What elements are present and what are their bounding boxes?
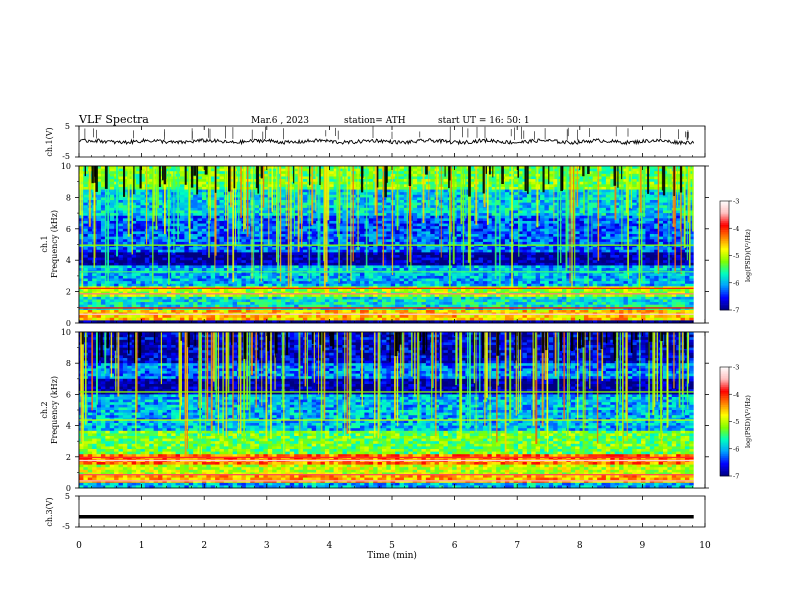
time-axis-tick: 6 [452,541,458,551]
ch1-trace [75,125,695,158]
time-axis: 0 1 2 3 4 5 6 7 8 9 10 [76,126,711,551]
ch3-ytick-top: 5 [65,492,70,501]
spectrogram-ytick: 6 [66,225,71,234]
colorbar-label: log(PSD)(V²/Hz) [744,395,752,448]
spectrogram-ytick: 0 [66,319,71,328]
time-axis-label: Time (min) [367,550,417,561]
spectrogram-ytick: 8 [66,193,71,202]
colorbar-tick: -3 [733,364,739,372]
colorbar-tick: -5 [733,252,739,260]
date-label: Mar.6 , 2023 [251,116,309,126]
ch3-trace [75,495,694,528]
time-axis-tick: 4 [327,541,333,551]
station-label: station= ATH [344,116,406,126]
spectrogram-ytick: 2 [66,453,71,462]
ch2-spectrogram-image [78,331,706,489]
voltage-line [78,137,695,146]
spectrogram-ytick: 4 [66,256,71,265]
ch2-colorbar: -3 -4 -5 -6 -7 log(PSD)(V²/Hz) [719,364,752,481]
colorbar-tick: -7 [733,473,739,481]
ch1-voltage-panel: 5 -5 ch.1(V) [45,122,706,161]
ch3-voltage-panel: 5 -5 ch.3(V) 0 1 2 3 4 5 6 7 8 9 10 Time (min) [45,126,711,561]
ch1-spectrogram-image [78,165,706,324]
spectrogram-ytick: 6 [66,390,71,399]
time-axis-tick: 3 [264,541,270,551]
spectrogram-ytick: 2 [66,288,71,297]
ch1-colorbar: -3 -4 -5 -6 -7 log(PSD)(V²/Hz) [719,198,752,315]
ch1-ylabel: ch.1(V) [45,127,54,156]
ch1-spec-ylabel-frequency: Frequency (kHz) [50,210,59,278]
ch2-spec-ylabel-frequency: Frequency (kHz) [50,376,59,444]
ch2-spectrogram-panel: 0 2 4 6 8 10 ch.2 Frequency (kHz) [40,328,709,493]
colorbar-tick: -5 [733,418,739,426]
colorbar-tick: -4 [733,391,739,399]
colorbar-tick: -6 [733,445,739,453]
spectrogram-ytick: 8 [66,359,71,368]
colorbar-tick: -4 [733,225,739,233]
time-axis-tick: 10 [699,541,711,551]
colorbar-label: log(PSD)(V²/Hz) [744,229,752,282]
ch1-spectrogram-panel: 0 2 4 6 8 10 ch.1 Frequency (kHz) [40,162,709,328]
spectrogram-ytick: 4 [66,422,71,431]
ch1-ytick-bottom: -5 [62,152,70,161]
ch3-ylabel: ch.3(V) [45,497,54,526]
time-axis-tick: 8 [577,541,583,551]
time-axis-tick: 0 [76,541,82,551]
figure-title: VLF Spectra [78,113,149,126]
ch2-spec-ylabel-channel: ch.2 [40,401,49,418]
time-axis-tick: 9 [640,541,646,551]
colorbar-tick: -3 [733,198,739,206]
spectrogram-ytick: 10 [61,162,71,171]
ch3-ytick-bottom: -5 [62,522,70,531]
time-axis-tick: 5 [389,541,395,551]
spectrogram-ytick: 10 [61,328,71,337]
time-axis-tick: 7 [514,541,520,551]
spectrogram-ytick: 0 [66,484,71,493]
colorbar-tick: -6 [733,279,739,287]
ch1-spec-ylabel-channel: ch.1 [40,235,49,252]
ch1-ytick-top: 5 [65,122,70,131]
time-axis-tick: 2 [201,541,207,551]
colorbar-tick: -7 [733,307,739,315]
start-time-label: start UT = 16: 50: 1 [438,116,530,126]
time-axis-tick: 1 [139,541,145,551]
